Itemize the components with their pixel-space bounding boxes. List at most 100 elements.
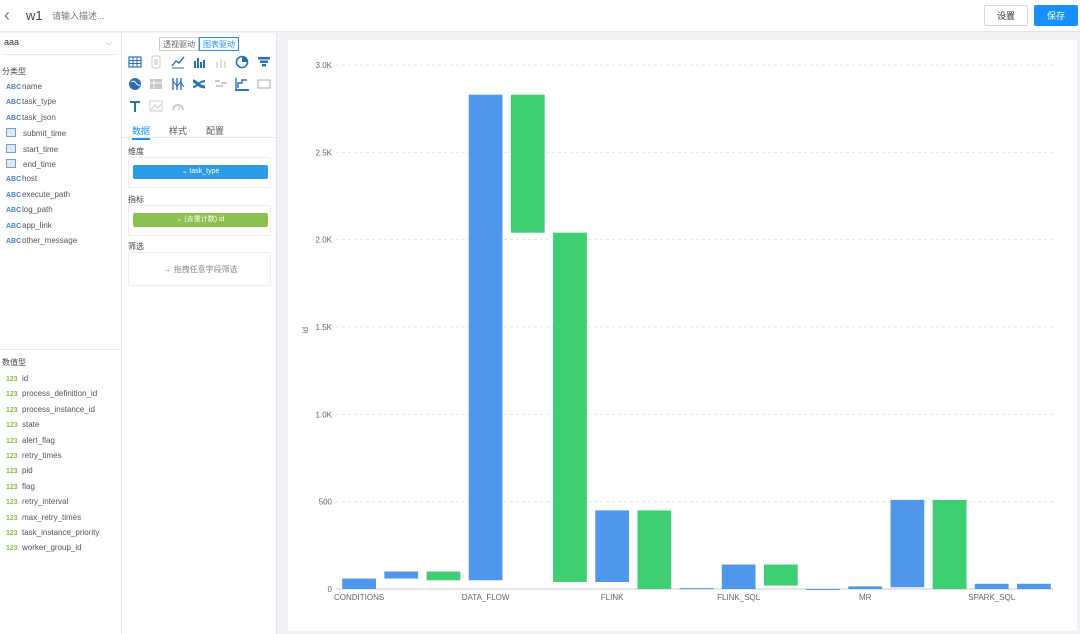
- tab-data[interactable]: 数据: [132, 124, 151, 140]
- field-name: host: [22, 174, 38, 184]
- waterfall-chart: 0 500 1.0K 1.5K 2.0K 2.5K 3.0K id CONDITIONS DATA…: [301, 61, 1053, 602]
- measure-field-retry-times[interactable]: 123 retry_times: [6, 451, 62, 465]
- field-name: retry_interval: [22, 497, 69, 507]
- datasource-select[interactable]: aaa ⌵: [4, 37, 116, 55]
- field-name: flag: [22, 481, 35, 491]
- x-tick-label: SPARK_SQL: [968, 593, 1016, 602]
- description-input[interactable]: [52, 11, 142, 21]
- wordcloud-icon[interactable]: [214, 77, 228, 91]
- table-icon[interactable]: [128, 55, 142, 69]
- field-panel: aaa ⌵ 分类型 ABCname ABCtask_type ABCtask_jso…: [0, 33, 122, 634]
- dimension-label: 维度: [128, 147, 144, 156]
- number-type-icon: 123: [6, 376, 18, 383]
- dimension-field-submit-time[interactable]: submit_time: [6, 128, 66, 142]
- dimension-pill[interactable]: ⌄ task_type: [133, 165, 268, 179]
- bar-spark-sql: [974, 583, 1009, 589]
- dimension-field-other-message[interactable]: ABCother_message: [6, 236, 77, 250]
- sankey-icon[interactable]: [192, 77, 206, 91]
- save-button[interactable]: 保存: [1034, 5, 1078, 26]
- measure-field-pid[interactable]: 123 pid: [6, 466, 33, 480]
- measure-field-process-definition-id[interactable]: 123 process_definition_id: [6, 389, 97, 403]
- bar-flink-sql: [721, 564, 756, 589]
- page-title: w1: [26, 8, 43, 23]
- dimension-field-name[interactable]: ABCname: [6, 82, 42, 96]
- bar-data-flow: [468, 94, 503, 581]
- field-name: log_path: [22, 205, 53, 215]
- measure-field-state[interactable]: 123 state: [6, 420, 39, 434]
- text-type-icon: ABC: [6, 207, 22, 215]
- measure-field-task-instance-priority[interactable]: 123 task_instance_priority: [6, 528, 99, 542]
- line-chart-icon[interactable]: [171, 55, 185, 69]
- y-axis-label: id: [301, 327, 310, 333]
- y-tick-label: 3.0K: [316, 61, 333, 70]
- number-type-icon: 123: [6, 483, 18, 491]
- field-name: retry_times: [22, 451, 62, 460]
- filter-dropzone[interactable]: → 拖拽任意字段筛选: [128, 252, 271, 286]
- dimension-field-app-link[interactable]: ABCapp_link: [6, 221, 52, 235]
- text-icon[interactable]: [128, 99, 142, 113]
- x-tick-label: FLINK_SQL: [717, 593, 761, 602]
- gauge-icon[interactable]: [171, 99, 185, 113]
- field-name: end_time: [23, 160, 56, 169]
- bar-step: [553, 232, 587, 583]
- config-panel: 透视驱动 图表驱动 数据 样式 配置 维度 ⌄ task_type 指标 ⌄ (…: [122, 33, 277, 634]
- chevron-left-icon[interactable]: ‹: [4, 5, 10, 25]
- x-tick-label: CONDITIONS: [334, 593, 384, 602]
- field-name: execute_path: [22, 189, 71, 199]
- dimension-field-task-json[interactable]: ABCtask_json: [6, 113, 56, 127]
- y-tick-label: 1.5K: [316, 323, 333, 332]
- scatter-icon[interactable]: [214, 55, 228, 69]
- dimension-field-execute-path[interactable]: ABCexecute_path: [6, 190, 70, 204]
- settings-button[interactable]: 设置: [984, 5, 1028, 26]
- pie-chart-icon[interactable]: [235, 55, 249, 69]
- parallel-icon[interactable]: [171, 77, 185, 91]
- measure-field-max-retry-times[interactable]: 123 max_retry_times: [6, 513, 81, 527]
- scorecard-icon[interactable]: [149, 55, 163, 69]
- bar-step: [384, 571, 419, 579]
- tab-config[interactable]: 配置: [206, 126, 225, 136]
- field-name: other_message: [22, 236, 78, 245]
- rect-icon[interactable]: [257, 77, 271, 91]
- dimension-field-end-time[interactable]: end_time: [6, 159, 56, 173]
- measure-field-worker-group-id[interactable]: 123 worker_group_id: [6, 543, 82, 557]
- measure-field-flag[interactable]: 123 flag: [6, 482, 35, 496]
- dimension-field-task-type[interactable]: ABCtask_type: [6, 97, 56, 111]
- measure-field-id[interactable]: 123 id: [6, 374, 28, 388]
- text-type-icon: ABC: [6, 114, 22, 122]
- field-name: task_type: [22, 97, 57, 107]
- metric-label: 指标: [128, 195, 144, 204]
- metric-dropzone[interactable]: ⌄ (去重计数) id: [128, 205, 271, 236]
- heatmap-icon[interactable]: [149, 77, 163, 91]
- field-name: task_instance_priority: [22, 528, 100, 537]
- funnel-icon[interactable]: [257, 55, 271, 69]
- chart-area: 0 500 1.0K 1.5K 2.0K 2.5K 3.0K id CONDITIONS DATA…: [288, 40, 1077, 631]
- calendar-icon: [6, 143, 16, 153]
- bar-chart-icon[interactable]: [192, 55, 206, 69]
- dimension-field-log-path[interactable]: ABClog_path: [6, 205, 53, 219]
- field-name: submit_time: [23, 129, 67, 139]
- mode-chart[interactable]: 图表驱动: [199, 37, 239, 51]
- dimension-field-host[interactable]: ABChost: [6, 174, 37, 188]
- image-icon[interactable]: [149, 99, 163, 113]
- map-icon[interactable]: [128, 77, 142, 91]
- mode-pivot[interactable]: 透视驱动: [159, 37, 199, 51]
- bar-step: [1017, 583, 1051, 589]
- y-tick-label: 2.0K: [316, 236, 333, 245]
- bar-mr: [848, 586, 883, 589]
- dimension-dropzone[interactable]: ⌄ task_type: [128, 157, 271, 188]
- measure-field-process-instance-id[interactable]: 123 process_instance_id: [6, 405, 95, 419]
- text-type-icon: ABC: [6, 222, 22, 230]
- divider: [0, 349, 122, 350]
- bar-step: [806, 589, 840, 590]
- y-tick-label: 1.0K: [316, 410, 333, 419]
- waterfall-icon[interactable]: [235, 77, 249, 91]
- text-type-icon: ABC: [6, 191, 22, 199]
- number-type-icon: 123: [6, 499, 18, 507]
- measure-field-retry-interval[interactable]: 123 retry_interval: [6, 497, 68, 511]
- tab-style[interactable]: 样式: [169, 126, 188, 136]
- measure-field-alert-flag[interactable]: 123 alert_flag: [6, 436, 55, 450]
- dimension-field-start-time[interactable]: start_time: [6, 143, 58, 158]
- number-type-icon: 123: [6, 514, 18, 522]
- metric-pill[interactable]: ⌄ (去重计数) id: [133, 213, 268, 227]
- field-name: task_json: [22, 112, 56, 122]
